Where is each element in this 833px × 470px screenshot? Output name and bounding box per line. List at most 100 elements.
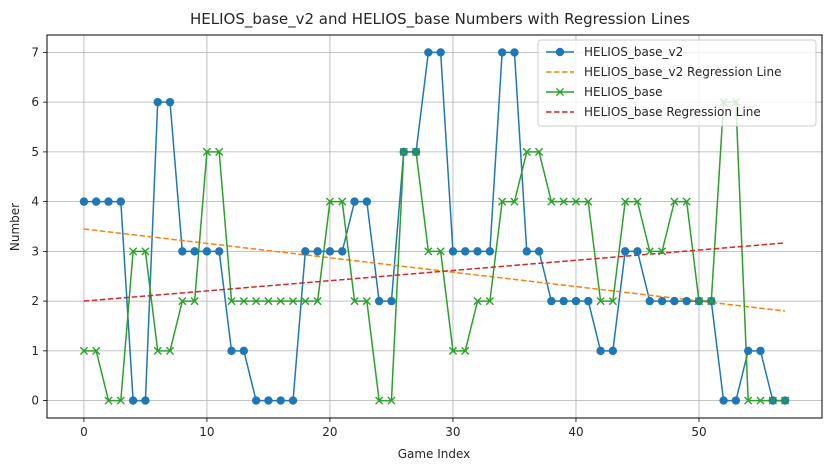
point-marker: [116, 197, 126, 206]
y-axis-label: Number: [8, 203, 22, 251]
series-line-2: [83, 101, 786, 402]
point-marker: [719, 396, 728, 405]
point-marker: [645, 296, 654, 306]
point-marker: [178, 297, 187, 306]
point-marker: [79, 197, 89, 206]
point-marker: [707, 297, 716, 306]
y-tick-label: 0: [31, 394, 39, 408]
point-marker: [128, 396, 138, 405]
point-marker: [461, 247, 470, 256]
point-marker: [165, 346, 175, 355]
point-marker: [781, 396, 790, 405]
point-marker: [621, 197, 630, 206]
point-marker: [153, 346, 162, 355]
series-markers: [79, 48, 790, 405]
point-marker: [215, 247, 224, 256]
point-marker: [288, 396, 298, 405]
point-marker: [325, 247, 335, 256]
point-marker: [227, 297, 236, 306]
point-marker: [596, 346, 605, 356]
point-marker: [387, 296, 396, 306]
point-marker: [633, 197, 642, 206]
point-marker: [436, 48, 445, 57]
legend-marker: [555, 87, 565, 97]
point-marker: [473, 297, 482, 306]
point-marker: [165, 97, 175, 107]
point-marker: [424, 247, 433, 256]
point-marker: [522, 247, 531, 256]
point-marker: [682, 197, 691, 206]
point-marker: [510, 48, 519, 57]
point-marker: [461, 346, 470, 355]
point-marker: [768, 396, 777, 405]
point-marker: [657, 296, 667, 306]
point-marker: [547, 197, 556, 206]
point-marker: [645, 247, 654, 256]
y-tick-label: 2: [31, 294, 39, 308]
x-axis-label: Game Index: [398, 447, 471, 461]
point-marker: [190, 297, 199, 306]
point-marker: [608, 297, 617, 306]
legend-label: HELIOS_base_v2 Regression Line: [584, 65, 782, 79]
point-marker: [202, 147, 212, 156]
point-marker: [756, 396, 765, 405]
point-marker: [743, 346, 753, 356]
x-tick-label: 30: [445, 425, 460, 439]
point-marker: [559, 296, 568, 306]
point-marker: [657, 247, 667, 256]
y-tick-label: 4: [31, 195, 39, 209]
point-marker: [534, 147, 544, 156]
point-marker: [264, 297, 273, 306]
series-line-1: [83, 228, 786, 312]
legend: HELIOS_base_v2 HELIOS_base_v2 Regression …: [537, 39, 817, 127]
point-marker: [498, 197, 507, 206]
point-marker: [510, 197, 519, 206]
point-marker: [190, 247, 199, 256]
chart-title: HELIOS_base_v2 and HELIOS_base Numbers w…: [190, 10, 690, 29]
point-marker: [252, 297, 261, 306]
point-marker: [596, 297, 605, 306]
point-marker: [153, 97, 162, 107]
point-marker: [79, 346, 88, 355]
point-marker: [251, 396, 261, 405]
point-marker: [276, 297, 285, 306]
plot-frame: [46, 34, 823, 419]
point-marker: [362, 197, 372, 206]
legend-label: HELIOS_base: [584, 85, 663, 99]
point-marker: [547, 296, 556, 306]
point-marker: [670, 197, 679, 206]
point-marker: [276, 396, 285, 405]
y-tick-label: 7: [31, 45, 39, 59]
point-marker: [448, 247, 458, 256]
point-marker: [571, 296, 581, 306]
y-tick-label: 6: [31, 95, 39, 109]
point-marker: [387, 396, 396, 405]
point-marker: [584, 197, 593, 206]
series-line-0: [83, 51, 786, 402]
legend-box: [537, 39, 817, 127]
point-marker: [362, 297, 371, 306]
point-marker: [375, 396, 384, 405]
point-marker: [559, 197, 568, 206]
point-marker: [608, 346, 618, 356]
point-marker: [325, 197, 335, 206]
point-marker: [350, 297, 359, 306]
point-marker: [239, 346, 249, 356]
point-marker: [313, 247, 322, 256]
point-marker: [682, 296, 691, 306]
point-marker: [338, 197, 347, 206]
point-marker: [485, 247, 495, 256]
y-tick-label: 1: [31, 344, 39, 358]
point-marker: [104, 197, 113, 206]
x-tick-label: 20: [322, 425, 337, 439]
point-marker: [104, 396, 113, 405]
point-marker: [731, 396, 741, 405]
point-marker: [534, 247, 544, 256]
point-marker: [264, 396, 273, 405]
x-tick-label: 10: [199, 425, 214, 439]
point-marker: [374, 296, 384, 306]
series-lines: [83, 51, 786, 402]
point-marker: [92, 197, 101, 206]
point-marker: [178, 247, 187, 256]
